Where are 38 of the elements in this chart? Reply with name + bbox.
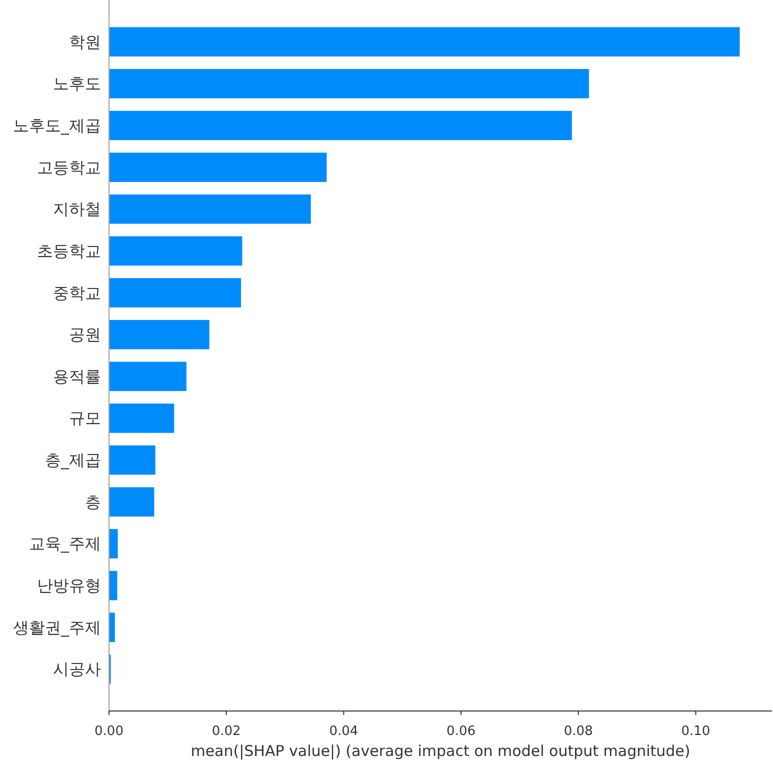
bar <box>109 612 115 642</box>
y-tick-label: 용적률 <box>53 366 101 386</box>
x-tick-label: 0.08 <box>564 724 593 739</box>
bar <box>109 404 174 433</box>
y-tick-label: 중학교 <box>53 283 101 302</box>
y-tick-label: 학원 <box>69 32 101 52</box>
bar <box>109 194 311 224</box>
x-tick-label: 0.04 <box>329 724 358 739</box>
bar <box>109 362 186 392</box>
bar <box>109 278 242 308</box>
bar <box>109 487 154 517</box>
y-tick-label: 층_제곱 <box>45 450 101 470</box>
x-tick-label: 0.06 <box>446 724 476 739</box>
bar <box>109 110 572 140</box>
bar <box>109 69 589 98</box>
y-tick-label: 규모 <box>69 408 101 428</box>
y-tick-label: 교육_주제 <box>29 534 101 554</box>
bar <box>109 445 156 475</box>
bar <box>109 529 118 558</box>
y-tick-label: 초등학교 <box>37 241 101 260</box>
y-tick-label: 공원 <box>69 325 101 344</box>
x-tick-label: 0.10 <box>681 724 710 739</box>
y-tick-label: 난방유형 <box>37 576 101 596</box>
y-tick-label: 노후도 <box>53 74 101 94</box>
bar <box>109 570 118 600</box>
bar <box>109 152 327 182</box>
bar <box>109 320 210 350</box>
y-tick-label: 고등학교 <box>37 158 101 177</box>
x-axis-title: mean(|SHAP value|) (average impact on model output magnitude) <box>190 742 690 760</box>
x-tick-label: 0.00 <box>94 724 124 739</box>
y-tick-label: 층 <box>85 492 101 512</box>
bar <box>109 27 740 56</box>
x-tick-label: 0.02 <box>212 724 241 739</box>
y-tick-label: 생활권_주제 <box>13 618 101 637</box>
bar <box>109 236 242 266</box>
y-tick-label: 지하철 <box>53 200 101 219</box>
y-tick-label: 노후도_제곱 <box>13 116 101 135</box>
y-tick-label: 시공사 <box>53 660 101 679</box>
